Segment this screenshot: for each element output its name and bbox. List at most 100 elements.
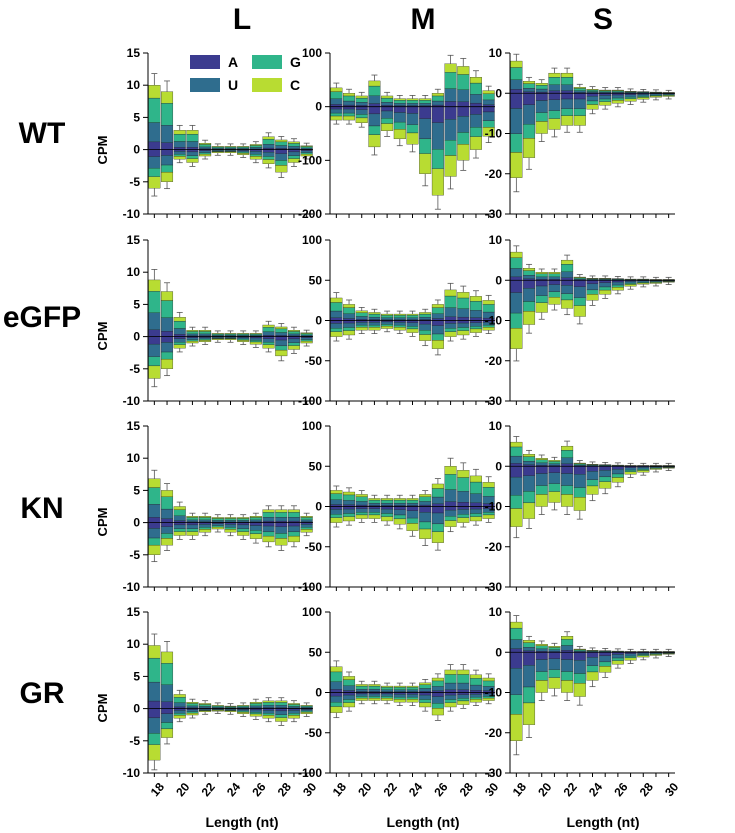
bar-egfp-l-20-neg-U [173,338,186,343]
bar-kn-m-19-pos-C [343,491,356,496]
bar-kn-s-22-neg-G [561,485,574,495]
bar-kn-s-26-neg-G [611,473,624,478]
bar-kn-l-28-neg-G [275,533,288,539]
bar-egfp-s-22-pos-U [561,271,574,278]
bar-wt-l-19-neg-G [161,164,174,173]
bar-gr-m-29-neg-C [469,699,482,703]
bar-gr-m-29-pos-C [469,674,482,679]
bar-gr-l-29-pos-U [287,706,300,709]
bar-gr-s-24-neg-U [586,657,599,666]
bar-kn-m-30-neg-C [482,514,495,519]
bar-gr-s-23-pos-G [573,649,586,652]
bar-wt-l-22-pos-U [199,146,212,149]
bar-egfp-l-27-neg-C [262,344,275,349]
bar-egfp-s-18-neg-G [510,312,523,329]
bar-gr-m-21-neg-C [368,697,381,701]
bar-kn-l-27-neg-G [262,531,275,537]
bar-egfp-m-26-pos-U [431,313,444,319]
bar-kn-s-21-neg-G [548,483,561,492]
bar-gr-s-21-neg-A [548,652,561,659]
bar-kn-m-24-neg-U [406,510,419,519]
bar-kn-m-23-pos-U [393,502,406,506]
bar-wt-m-20-neg-C [355,117,368,123]
bar-kn-l-26-neg-G [249,530,262,535]
bar-kn-l-21-neg-C [186,531,199,536]
bar-wt-l-28-pos-U [275,145,288,149]
bar-wt-m-30-neg-A [482,106,495,113]
bar-egfp-m-26-neg-A [431,320,444,326]
bar-gr-m-18-neg-C [330,706,343,713]
bar-gr-s-21-neg-U [548,658,561,670]
bar-egfp-s-26-neg-U [611,281,624,286]
bar-egfp-s-19-pos-U [523,275,536,279]
bar-wt-l-18-pos-U [148,122,161,143]
row-label-wt: WT [19,117,66,150]
bar-kn-s-22-neg-C [561,494,574,507]
bar-gr-s-27-neg-G [624,655,637,659]
bar-wt-m-29-neg-U [469,114,482,128]
y-tick-label-gr-m: 0 [315,686,322,700]
bar-gr-m-24-pos-C [406,685,419,688]
bar-kn-m-29-pos-G [469,481,482,494]
bar-wt-m-29-neg-G [469,127,482,137]
bar-wt-s-18-pos-C [510,60,523,68]
bar-gr-l-30-pos-G [300,705,313,708]
y-tick-label-wt-s: -30 [485,207,503,221]
bar-egfp-m-27-pos-A [444,316,457,321]
bar-egfp-m-22-neg-C [381,325,394,329]
bar-wt-s-27-neg-C [624,98,637,102]
bar-egfp-l-18-pos-C [148,279,161,292]
bar-kn-l-20-neg-C [173,531,186,536]
bar-wt-s-20-pos-U [535,88,548,93]
bar-gr-l-18-pos-A [148,700,161,709]
y-tick-label-egfp-s: -20 [485,354,503,368]
bar-gr-m-24-neg-C [406,699,419,703]
bar-wt-l-22-neg-C [199,153,212,157]
bar-egfp-m-22-neg-U [381,321,394,325]
y-tick-label-egfp-l: 5 [133,297,140,311]
bar-kn-m-26-neg-U [431,512,444,525]
bar-kn-l-22-neg-G [199,527,212,530]
bar-kn-m-20-neg-C [355,514,368,519]
bar-kn-l-18-pos-G [148,487,161,505]
bar-gr-s-20-neg-G [535,671,548,681]
bar-wt-m-29-pos-G [469,82,482,95]
bar-kn-s-28-neg-G [637,468,650,471]
bar-egfp-l-23-pos-G [211,333,224,336]
bar-kn-s-19-neg-A [523,466,536,476]
bar-wt-s-18-neg-A [510,93,523,109]
bar-wt-l-21-pos-C [186,130,199,135]
bar-egfp-l-28-neg-C [275,349,288,357]
bar-gr-l-21-neg-U [186,709,199,712]
bar-egfp-m-27-neg-G [444,328,457,332]
bar-wt-s-26-neg-U [611,94,624,99]
bar-wt-m-22-neg-A [381,106,394,112]
bar-kn-m-29-neg-U [469,508,482,514]
bar-egfp-m-25-neg-C [419,334,432,341]
bar-egfp-s-22-neg-C [561,299,574,309]
bar-wt-l-19-neg-A [161,149,174,156]
bar-kn-l-30-pos-U [300,519,313,522]
bar-kn-l-23-neg-C [211,526,224,530]
bar-egfp-m-19-pos-C [343,304,356,308]
bar-wt-s-23-pos-G [573,88,586,91]
bar-gr-s-20-neg-C [535,680,548,693]
bar-gr-l-19-neg-U [161,713,174,723]
legend-label-a: A [228,54,238,70]
bar-gr-s-25-neg-U [599,655,612,663]
bar-kn-m-21-pos-U [368,502,381,506]
bar-egfp-m-29-neg-G [469,326,482,330]
bar-wt-m-29-neg-A [469,106,482,115]
y-tick-label-egfp-l: -5 [129,362,140,376]
bar-gr-l-27-pos-U [262,705,275,708]
bar-kn-m-20-pos-C [355,494,368,497]
bar-egfp-m-20-pos-U [355,316,368,320]
bar-wt-m-30-pos-C [482,90,495,94]
bar-egfp-l-29-pos-G [287,331,300,335]
y-tick-label-egfp-m: -50 [305,354,323,368]
bar-wt-l-18-pos-A [148,141,161,150]
bar-kn-l-23-pos-U [211,520,224,523]
bar-egfp-l-20-pos-U [173,328,186,335]
bar-egfp-m-18-pos-U [330,310,343,318]
bar-egfp-l-18-neg-G [148,356,161,367]
